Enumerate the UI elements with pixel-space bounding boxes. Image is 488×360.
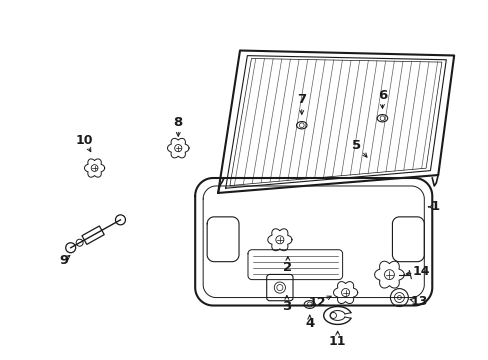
Text: 12: 12 [308,296,326,309]
Text: 5: 5 [351,139,361,152]
Text: 10: 10 [76,134,93,147]
Text: 8: 8 [173,116,183,129]
Text: 11: 11 [328,335,346,348]
Text: 4: 4 [305,317,314,330]
Text: 9: 9 [59,254,68,267]
Text: 14: 14 [412,265,429,278]
Text: 3: 3 [282,300,291,313]
Text: 6: 6 [377,89,386,102]
Text: 13: 13 [410,295,427,308]
Text: 1: 1 [430,201,439,213]
Text: 2: 2 [283,261,292,274]
Text: 7: 7 [297,93,305,106]
